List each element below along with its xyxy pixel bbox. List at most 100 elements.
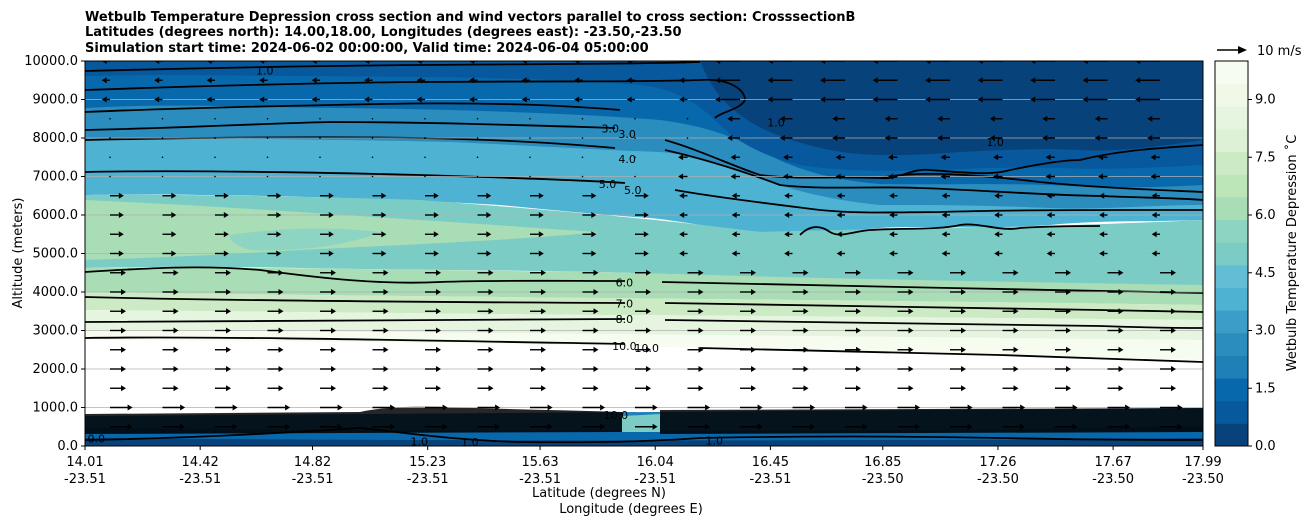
colorbar-segment [1215, 151, 1248, 175]
wind-vector [364, 96, 373, 103]
wind-vector-head [767, 96, 773, 103]
wind-vector [162, 346, 179, 353]
wind-vector-head [1171, 346, 1176, 353]
wind-vector-head [1171, 327, 1176, 334]
x-tick-label-lat: 16.45 [752, 455, 789, 470]
wind-vector-head [1072, 404, 1078, 411]
wind-vector [1055, 366, 1071, 372]
wind-vector [1055, 289, 1071, 295]
y-tick-label: 10000.0 [24, 54, 78, 69]
wind-vector [162, 423, 186, 430]
wind-vector-head [226, 269, 231, 276]
wind-vector [1099, 192, 1108, 199]
wind-vector [993, 173, 1003, 180]
wind-vector [582, 327, 599, 334]
wind-vector-head [836, 250, 842, 257]
wind-vector [937, 115, 950, 122]
contour-label: 1.0 [411, 435, 429, 448]
wind-vector [320, 192, 334, 199]
wind-vector [320, 404, 343, 411]
wind-vector-head [1118, 269, 1124, 276]
wind-vector-head [679, 250, 685, 257]
wind-vector [372, 327, 389, 334]
wind-vector-head [757, 423, 763, 430]
wind-vector [424, 175, 426, 178]
wind-vector-head [803, 366, 809, 372]
wind-vector [1002, 327, 1019, 334]
wind-vector-head [820, 77, 826, 84]
wind-vector-head [784, 212, 790, 218]
wind-vector [1030, 77, 1055, 84]
wind-vector [477, 289, 494, 295]
wind-vector-dot [581, 156, 584, 159]
wind-vector-head [206, 96, 212, 103]
wind-vector-head [856, 269, 861, 276]
wind-vector [215, 269, 231, 276]
colorbar-segment [1215, 61, 1248, 85]
wind-vector-head [223, 212, 229, 218]
wind-vector [1147, 115, 1160, 122]
wind-vector-head [626, 96, 632, 103]
wind-vector [687, 269, 704, 276]
y-axis-ticks: 0.0 1000.0 2000.0 3000.0 4000.0 5000.0 6000.0 7… [24, 54, 85, 454]
wind-vector [950, 423, 973, 430]
contour-line-8 [85, 318, 1203, 329]
wind-vector [476, 137, 479, 139]
wind-vector [740, 404, 763, 411]
wind-vector [582, 250, 597, 257]
wind-vector [425, 231, 439, 238]
wind-vector [267, 423, 291, 430]
wind-vector [320, 231, 334, 238]
x-tick-label-lat: 17.26 [979, 455, 1016, 470]
wind-vector-head [1066, 269, 1071, 276]
wind-vector [1045, 173, 1055, 180]
wind-vector [529, 156, 531, 159]
wind-vector-head [626, 61, 632, 64]
wind-vector-dot [161, 137, 164, 139]
wind-vector [1151, 192, 1160, 199]
wind-vector-head [872, 96, 878, 103]
wind-vector [162, 385, 179, 392]
wind-vector-head [1094, 115, 1100, 122]
wind-vector-head [521, 96, 527, 103]
wind-vector [162, 212, 177, 218]
wind-vector-dot [529, 137, 531, 139]
wind-vector [897, 289, 914, 295]
wind-vector-head [1118, 366, 1124, 372]
wind-vector [530, 231, 544, 238]
wind-vector [371, 117, 374, 120]
wind-vector-head [1171, 366, 1176, 372]
wind-vector-head [1171, 289, 1176, 295]
wind-vector-head [961, 308, 966, 315]
wind-vector-head [101, 77, 107, 84]
wind-vector-head [643, 250, 649, 257]
wind-vector [267, 366, 284, 372]
colorbar-segment [1215, 310, 1248, 334]
wind-vector-head [784, 192, 790, 199]
wind-vector [267, 327, 284, 334]
wind-vector [477, 231, 492, 238]
wind-vector-head [884, 135, 890, 141]
wind-vector [1030, 61, 1055, 64]
x-tick-label-lon: -23.51 [749, 472, 791, 487]
wind-vector-head [1098, 173, 1104, 180]
wind-vector-head [1013, 327, 1019, 334]
x-axis-label-latitude: Latitude (degrees N) [532, 486, 666, 501]
wind-vector [1045, 154, 1055, 161]
wind-vector-dot [319, 156, 321, 159]
wind-vector [845, 385, 861, 392]
colorbar-segment [1215, 106, 1248, 130]
wind-vector [941, 192, 950, 199]
wind-vector [162, 366, 179, 372]
contour-label: 3.0 [602, 122, 620, 135]
y-tick-label: 0.0 [57, 439, 78, 454]
wind-vector-head [328, 192, 334, 199]
wind-vector [792, 327, 809, 334]
wind-vector [950, 308, 966, 315]
colorbar-segment [1215, 378, 1248, 402]
wind-vector-dot [634, 137, 636, 139]
wind-vector-head [908, 289, 914, 295]
wind-vector [925, 61, 950, 64]
wind-vector-head [331, 385, 336, 392]
